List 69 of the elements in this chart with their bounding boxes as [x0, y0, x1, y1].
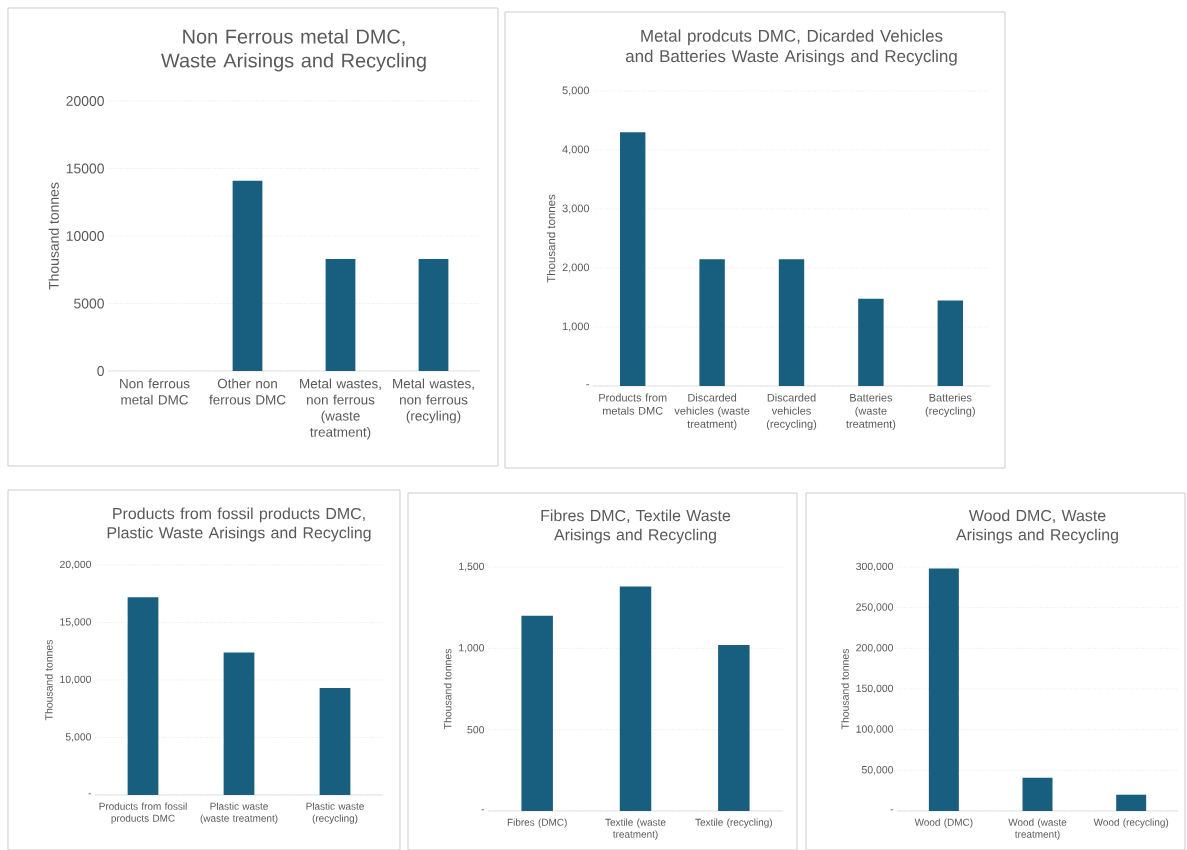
bar: [619, 586, 652, 811]
chart-title: Fibres DMC, Textile Waste Arisings and Recycling: [541, 509, 731, 544]
x-tick-label: Fibres (DMC): [507, 818, 567, 828]
chart-title: Non Ferrous metal DMC, Waste Arisings and Recycling: [161, 29, 426, 72]
y-axis-title: Thousand tonnes: [44, 639, 53, 721]
y-tick-label: 15,000: [60, 618, 92, 627]
bar: [127, 597, 159, 795]
y-tick-label: 5,000: [562, 86, 590, 96]
y-tick-label: 15000: [66, 163, 104, 174]
bar: [521, 615, 553, 811]
x-tick-label: Products from fossil products DMC: [99, 802, 187, 824]
x-tick-label: Wood (waste treatment): [1008, 818, 1067, 840]
y-tick-label: 5000: [74, 298, 104, 309]
y-tick-label: 250,000: [856, 603, 894, 612]
y-tick-label: -: [88, 793, 92, 795]
y-tick-label: 50,000: [861, 766, 894, 775]
x-tick-label: Non ferrous metal DMC: [120, 378, 190, 405]
bar: [937, 300, 964, 386]
x-tick-label: Wood (DMC): [914, 818, 973, 828]
y-tick-label: 200,000: [856, 644, 894, 653]
bar: [699, 259, 725, 386]
y-tick-label: 1,500: [459, 562, 485, 572]
y-tick-label: 100,000: [856, 725, 894, 734]
x-tick-label: Other non ferrous DMC: [209, 378, 286, 405]
y-tick-label: 300,000: [856, 562, 894, 572]
bar: [858, 298, 884, 386]
chart-title: Products from fossil products DMC, Plastic Waste Arisings and Recycling: [107, 507, 371, 542]
x-tick-label: Plastic waste (recycling): [306, 802, 364, 824]
y-tick-label: 20000: [66, 96, 104, 106]
y-tick-label: 0: [97, 366, 104, 376]
y-axis-title: Thousand tonnes: [48, 182, 59, 290]
y-axis-title: Thousand tonnes: [841, 648, 849, 730]
y-tick-label: -: [890, 809, 894, 811]
bar: [1022, 777, 1053, 811]
bar: [778, 259, 805, 386]
y-axis-title: Thousand tonnes: [443, 648, 452, 730]
y-tick-label: 4,000: [562, 145, 590, 155]
y-tick-label: -: [586, 384, 589, 386]
x-tick-label: Discarded vehicles (waste treatment): [674, 393, 750, 431]
x-tick-label: Batteries (recycling): [925, 393, 975, 417]
bar: [928, 568, 959, 811]
y-tick-label: 10,000: [60, 675, 92, 685]
bar: [620, 132, 646, 386]
y-tick-label: -: [481, 809, 485, 811]
y-axis-title: Thousand tonnes: [546, 194, 556, 283]
x-tick-label: Textile (waste treatment): [605, 818, 666, 840]
x-tick-label: Batteries (waste treatment): [846, 393, 896, 431]
y-tick-label: 150,000: [856, 684, 894, 694]
x-tick-label: Wood (recycling): [1093, 818, 1169, 828]
y-tick-label: 2,000: [562, 263, 590, 273]
x-tick-label: Metal wastes, non ferrous (waste treatment): [300, 378, 381, 440]
y-tick-label: 500: [467, 725, 485, 734]
bar: [223, 652, 255, 795]
y-tick-label: 3,000: [562, 204, 590, 214]
y-tick-label: 5,000: [65, 733, 92, 742]
x-tick-label: Products from metals DMC: [599, 393, 667, 415]
chart-title: Wood DMC, Waste Arisings and Recycling: [956, 509, 1118, 544]
bar: [319, 688, 351, 795]
bar: [718, 645, 750, 811]
chart-title: Metal prodcuts DMC, Dicarded Vehicles and Batteries Waste Arisings and Recycling: [625, 29, 957, 66]
x-tick-label: Discarded vehicles (recycling): [766, 393, 817, 431]
y-tick-label: 20,000: [60, 560, 92, 570]
y-tick-label: 10000: [66, 231, 104, 241]
y-tick-label: 1,000: [459, 644, 485, 653]
y-tick-label: 1,000: [562, 322, 590, 332]
x-tick-label: Metal wastes, non ferrous (recyling): [393, 378, 474, 424]
bar: [1116, 794, 1147, 811]
x-tick-label: Plastic waste (waste treatment): [200, 802, 278, 824]
x-tick-label: Textile (recycling): [695, 818, 772, 828]
